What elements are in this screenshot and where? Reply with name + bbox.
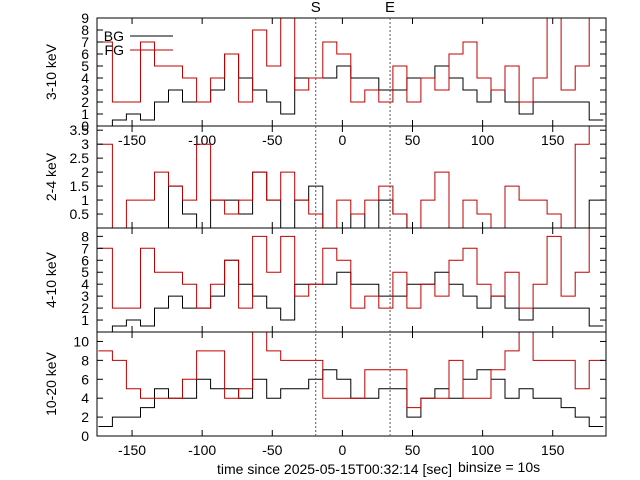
- y-tick-label: 3: [81, 82, 89, 98]
- y-tick-label: 3: [81, 288, 89, 304]
- y-tick-label: 6: [81, 46, 89, 62]
- y-tick-label: 1: [81, 192, 89, 208]
- series-fg-line-panel-4: [98, 331, 604, 409]
- y-tick-label: 4: [81, 390, 89, 406]
- y-tick-label: 9: [81, 10, 89, 26]
- x-tick-label: -150: [118, 442, 146, 458]
- y-axis-label-panel-2: 2-4 keV: [43, 152, 59, 201]
- x-tick-label: -50: [262, 132, 282, 148]
- marker-label-s: S: [311, 0, 321, 16]
- panel-frame-1: [96, 17, 607, 127]
- y-tick-label: 10: [73, 333, 89, 349]
- panel-frame-4: [96, 331, 607, 437]
- panel-4: -150 -100 -50 0 50 100 150 0 2 4 6 8 10 10-20 keV: [43, 331, 607, 458]
- y-tick-label: 0: [81, 428, 89, 444]
- x-tick-label: 100: [471, 442, 495, 458]
- y-tick-label: 5: [81, 264, 89, 280]
- y-tick-label: 7: [81, 34, 89, 50]
- series-fg-line-panel-2: [98, 125, 604, 229]
- x-tick-label: 150: [541, 442, 565, 458]
- y-tick-label: 8: [81, 352, 89, 368]
- x-tick-label: 50: [405, 442, 421, 458]
- y-tick-label: 2: [81, 300, 89, 316]
- y-axis-label-panel-1: 3-10 keV: [43, 43, 59, 100]
- y-tick-label: 4: [81, 276, 89, 292]
- y-tick-label: 4: [81, 70, 89, 86]
- marker-label-e: E: [385, 0, 395, 16]
- y-tick-label: 8: [81, 228, 89, 244]
- series-bg-line-panel-3: [98, 259, 604, 333]
- series-bg-line-panel-1: [98, 53, 604, 127]
- y-tick-label: 5: [81, 58, 89, 74]
- y-tick-label: 7: [81, 240, 89, 256]
- y-tick-label: 2.5: [70, 150, 90, 166]
- panel-frame-3: [96, 227, 607, 333]
- series-fg-line-panel-1: [98, 17, 604, 103]
- y-tick-label: 2: [81, 409, 89, 425]
- x-axis-label: time since 2025-05-15T00:32:14 [sec]: [217, 461, 452, 477]
- x-tick-label: -100: [188, 132, 216, 148]
- x-tick-label: 150: [541, 132, 565, 148]
- y-tick-label: 1.5: [70, 178, 90, 194]
- y-tick-label: 2: [81, 94, 89, 110]
- y-tick-label: 0.5: [70, 206, 90, 222]
- y-tick-label: 2: [81, 164, 89, 180]
- x-tick-label: 50: [405, 132, 421, 148]
- y-axis-label-panel-3: 4-10 keV: [43, 251, 59, 308]
- x-tick-label: -50: [262, 442, 282, 458]
- y-tick-label: 1: [81, 106, 89, 122]
- y-tick-label: 6: [81, 371, 89, 387]
- series-fg-line-panel-3: [98, 227, 604, 309]
- legend-label-bg: BG: [104, 28, 124, 44]
- x-tick-label: -150: [118, 132, 146, 148]
- x-tick-label: -100: [188, 442, 216, 458]
- y-tick-label: 3: [81, 136, 89, 152]
- panel-frame-2: [96, 125, 607, 229]
- y-tick-label: 8: [81, 22, 89, 38]
- x-tick-label: 100: [471, 132, 495, 148]
- y-axis-label-panel-4: 10-20 keV: [43, 351, 59, 415]
- y-tick-label: 3.5: [70, 122, 90, 138]
- binsize-label: binsize = 10s: [458, 459, 540, 475]
- y-tick-label: 0: [81, 118, 89, 134]
- x-tick-label: 0: [338, 132, 346, 148]
- x-tick-label: 0: [338, 442, 346, 458]
- y-tick-label: 1: [81, 312, 89, 328]
- y-tick-label: 6: [81, 252, 89, 268]
- legend-label-fg: FG: [105, 42, 124, 58]
